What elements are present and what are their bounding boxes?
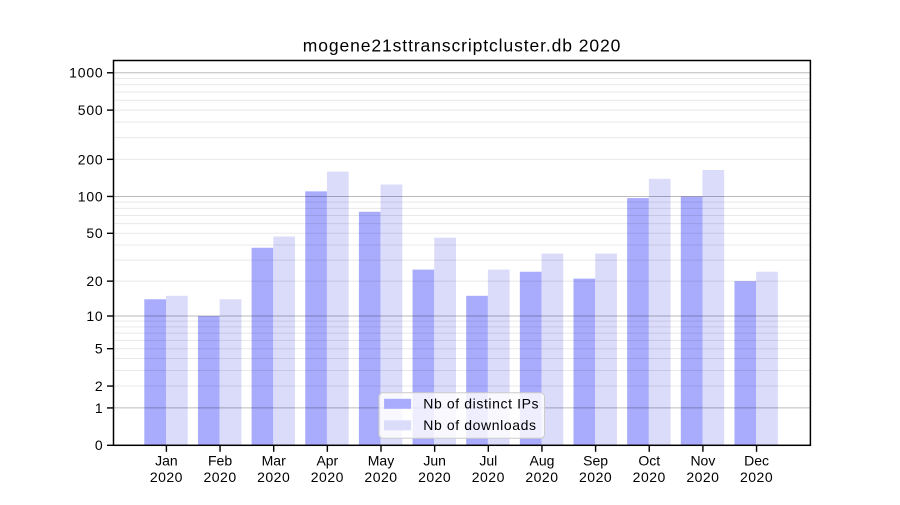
svg-text:Sep: Sep [583,453,608,469]
svg-text:Jul: Jul [479,453,497,469]
svg-text:2020: 2020 [364,469,397,485]
svg-text:2: 2 [95,378,104,394]
svg-text:May: May [368,453,394,469]
svg-text:2020: 2020 [418,469,451,485]
svg-text:100: 100 [78,188,104,204]
svg-text:2020: 2020 [633,469,666,485]
svg-text:Nb of downloads: Nb of downloads [423,417,536,433]
svg-text:500: 500 [78,102,104,118]
svg-text:Nov: Nov [690,453,715,469]
svg-text:Aug: Aug [529,453,554,469]
svg-text:2020: 2020 [311,469,344,485]
svg-text:200: 200 [78,151,104,167]
svg-text:mogene21sttranscriptcluster.db: mogene21sttranscriptcluster.db 2020 [303,36,621,56]
svg-text:2020: 2020 [203,469,236,485]
svg-text:Feb: Feb [208,453,232,469]
svg-text:10: 10 [86,308,103,324]
svg-text:Oct: Oct [638,453,660,469]
svg-text:2020: 2020 [150,469,183,485]
svg-text:Apr: Apr [316,453,338,469]
svg-text:2020: 2020 [525,469,558,485]
svg-text:0: 0 [95,437,104,453]
svg-text:2020: 2020 [686,469,719,485]
svg-text:5: 5 [95,341,104,357]
svg-text:50: 50 [86,225,103,241]
svg-text:Jan: Jan [155,453,178,469]
svg-text:2020: 2020 [579,469,612,485]
svg-text:Jun: Jun [423,453,446,469]
svg-text:Dec: Dec [744,453,769,469]
svg-text:Nb of distinct IPs: Nb of distinct IPs [423,396,539,412]
svg-text:1: 1 [95,400,104,416]
svg-text:2020: 2020 [740,469,773,485]
svg-text:2020: 2020 [472,469,505,485]
svg-text:2020: 2020 [257,469,290,485]
svg-text:20: 20 [86,273,103,289]
svg-text:1000: 1000 [69,65,103,81]
svg-text:Mar: Mar [262,453,286,469]
